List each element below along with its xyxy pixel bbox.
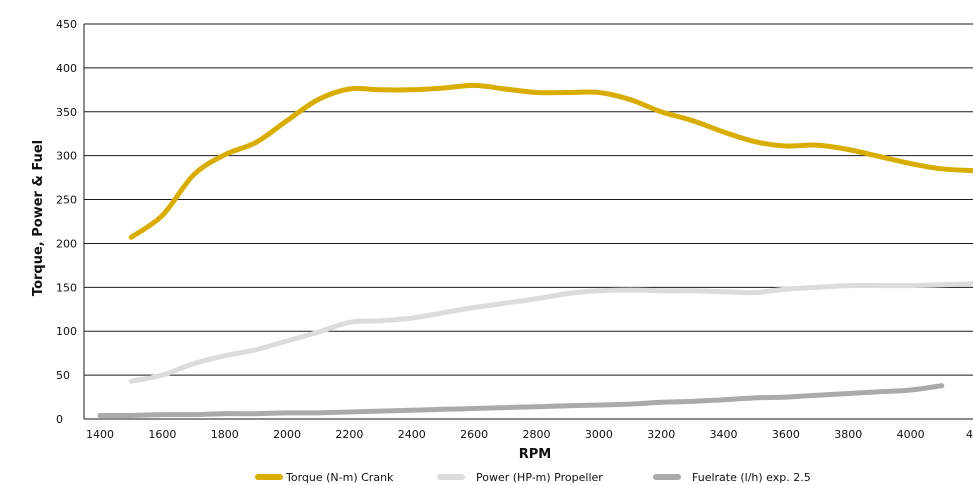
- y-tick-label: 150: [56, 281, 77, 294]
- x-tick-label: 3400: [710, 428, 738, 441]
- x-tick-label: 1400: [86, 428, 114, 441]
- x-tick-label: 2400: [398, 428, 426, 441]
- series: [97, 82, 973, 419]
- series-line-2: [128, 281, 973, 384]
- x-tick-label: 2200: [335, 428, 363, 441]
- x-tick-label: 1600: [148, 428, 176, 441]
- y-tick-label: 250: [56, 194, 77, 207]
- y-ticks: 0 50 100 150 200 250 300 350 400 450: [56, 18, 77, 426]
- series-line-1: [128, 82, 973, 240]
- x-ticks: 1400 1600 1800 2000 2200 2400 2600 2800 3000 3200…: [86, 428, 973, 441]
- y-tick-label: 300: [56, 150, 77, 163]
- x-tick-label: 4000: [897, 428, 925, 441]
- x-tick-label: 1800: [211, 428, 239, 441]
- axes: [83, 24, 973, 420]
- series-line-3: [97, 383, 945, 419]
- y-tick-label: 450: [56, 18, 77, 31]
- x-tick-label: 2800: [523, 428, 551, 441]
- x-tick-label: 3200: [647, 428, 675, 441]
- y-tick-label: 400: [56, 62, 77, 75]
- y-axis-title: Torque, Power & Fuel: [31, 140, 46, 296]
- x-tick-label: 42: [966, 428, 973, 441]
- y-tick-label: 200: [56, 237, 77, 250]
- x-tick-label: 2600: [460, 428, 488, 441]
- x-tick-label: 3600: [772, 428, 800, 441]
- legend-label-3: Fuelrate (l/h) exp. 2.5: [692, 471, 811, 484]
- legend: Torque (N-m) Crank Power (HP-m) Propeller…: [255, 471, 811, 484]
- y-tick-label: 0: [56, 413, 63, 426]
- x-tick-label: 3000: [585, 428, 613, 441]
- legend-label-2: Power (HP-m) Propeller: [476, 471, 603, 484]
- y-tick-label: 50: [56, 369, 70, 382]
- x-tick-label: 3800: [834, 428, 862, 441]
- legend-label-1: Torque (N-m) Crank: [285, 471, 394, 484]
- x-axis-title: RPM: [519, 447, 551, 462]
- y-tick-label: 100: [56, 325, 77, 338]
- y-tick-label: 350: [56, 106, 77, 119]
- x-tick-label: 2000: [273, 428, 301, 441]
- grid: [84, 23, 973, 376]
